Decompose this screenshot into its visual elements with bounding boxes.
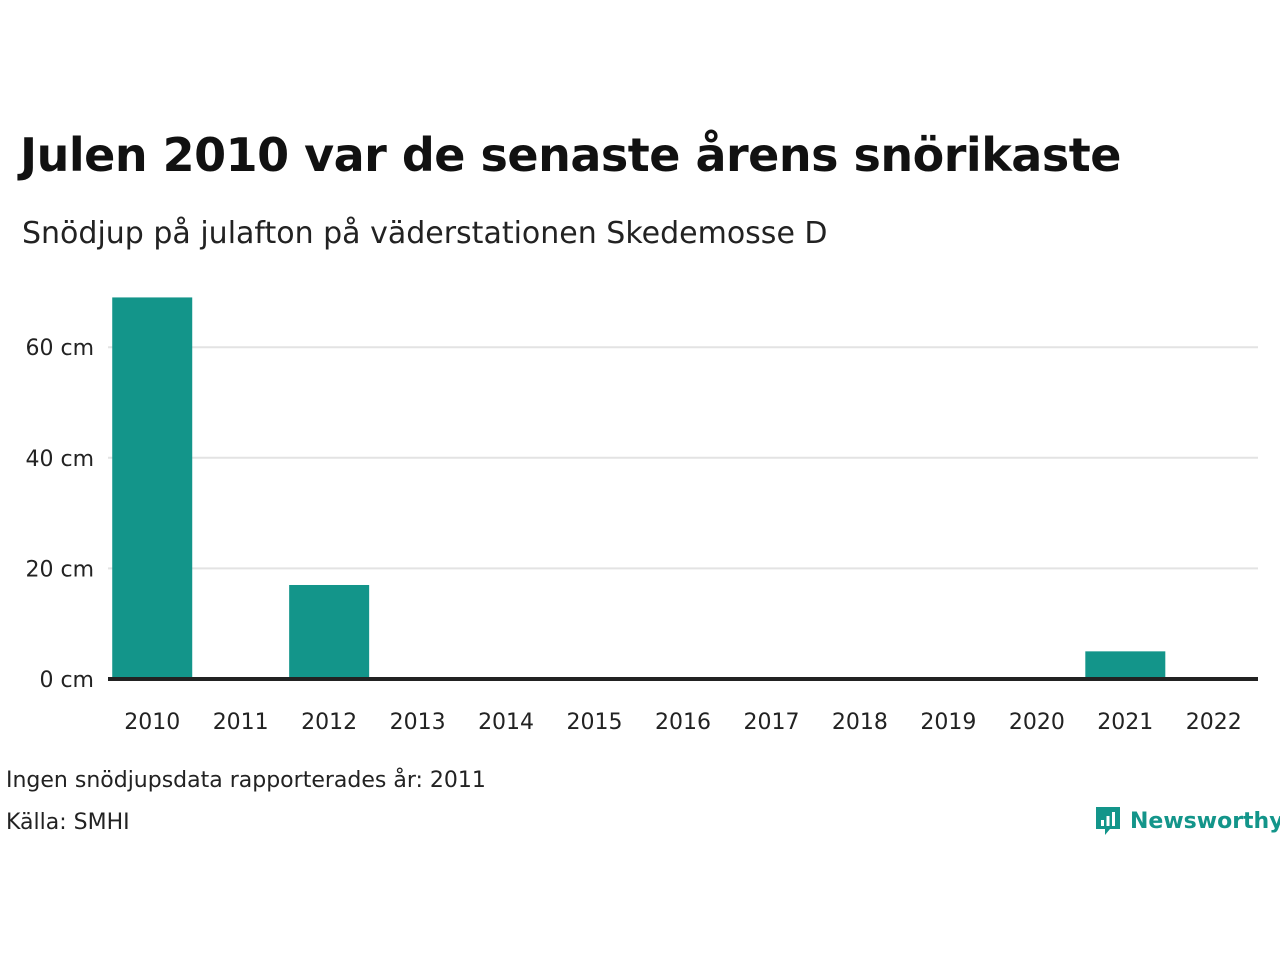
grid-lines — [108, 346, 1258, 570]
y-tick-label: 20 cm — [25, 557, 94, 582]
y-tick-labels: 0 cm 20 cm 40 cm 60 cm — [25, 336, 94, 693]
bar-chart: 0 cm 20 cm 40 cm 60 cm 2010 2011 2012 2013 2014… — [25, 297, 1258, 735]
x-tick-label: 2021 — [1097, 710, 1153, 735]
x-tick-label: 2016 — [655, 710, 711, 735]
y-tick-label: 0 cm — [39, 668, 94, 693]
x-tick-label: 2015 — [567, 710, 623, 735]
y-tick-label: 60 cm — [25, 336, 94, 361]
x-tick-label: 2011 — [213, 710, 269, 735]
bar-2012 — [289, 584, 370, 679]
chart-title: Julen 2010 var de senaste årens snörikas… — [20, 128, 1121, 182]
y-tick-label: 40 cm — [25, 447, 94, 472]
x-tick-label: 2013 — [390, 710, 446, 735]
x-tick-label: 2020 — [1009, 710, 1065, 735]
missing-data-note: Ingen snödjupsdata rapporterades år: 201… — [6, 768, 486, 793]
chart-subtitle: Snödjup på julafton på väderstationen Sk… — [22, 216, 828, 251]
x-tick-label: 2017 — [743, 710, 799, 735]
bars — [112, 297, 1166, 679]
x-tick-label: 2012 — [301, 710, 357, 735]
x-tick-label: 2014 — [478, 710, 534, 735]
bar-2010 — [112, 297, 193, 679]
source-credit: Källa: SMHI — [6, 810, 130, 835]
brand-name: Newsworthy — [1130, 808, 1280, 834]
x-tick-label: 2022 — [1186, 710, 1242, 735]
x-tick-labels: 2010 2011 2012 2013 2014 2015 2016 2017 2018 2019… — [124, 710, 1242, 735]
newsworthy-logo-icon — [1096, 807, 1120, 835]
bar-2021 — [1085, 651, 1166, 679]
x-tick-label: 2010 — [124, 710, 180, 735]
x-tick-label: 2019 — [920, 710, 976, 735]
brand-logo: Newsworthy — [1094, 805, 1280, 837]
x-tick-label: 2018 — [832, 710, 888, 735]
